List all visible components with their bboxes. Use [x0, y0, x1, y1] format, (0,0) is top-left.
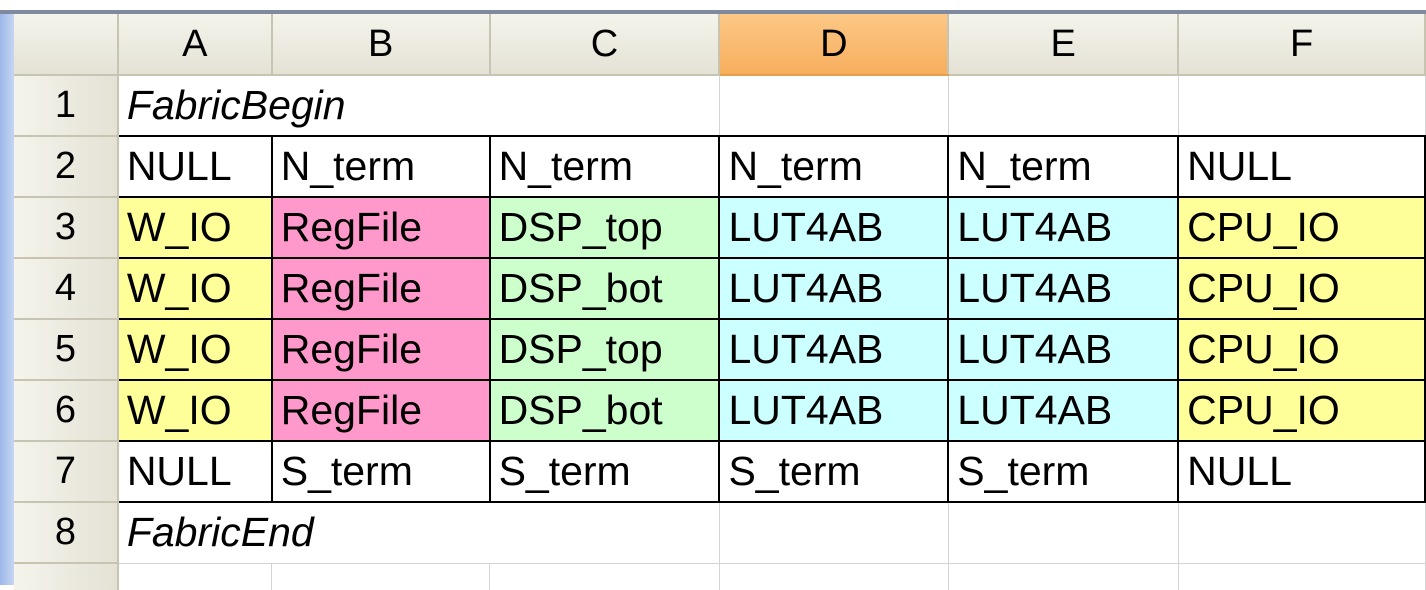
cell[interactable]: LUT4AB	[947, 196, 1180, 259]
cell[interactable]	[719, 502, 949, 564]
column-header-d[interactable]: D	[719, 14, 950, 76]
select-all-corner[interactable]	[14, 14, 119, 76]
cell[interactable]: W_IO	[116, 257, 273, 320]
cell[interactable]: LUT4AB	[947, 257, 1180, 320]
row-header-5[interactable]: 5	[14, 319, 119, 381]
cell[interactable]: N_term	[947, 135, 1180, 198]
cell[interactable]: CPU_IO	[1177, 379, 1426, 442]
column-header-f[interactable]: F	[1178, 14, 1426, 76]
table-row: 1 FabricBegin	[14, 75, 1426, 137]
cell[interactable]: DSP_bot	[488, 379, 721, 442]
row-header-8[interactable]: 8	[14, 502, 119, 564]
column-header-a[interactable]: A	[117, 14, 273, 76]
cell[interactable]	[1178, 563, 1426, 590]
cell[interactable]: CPU_IO	[1177, 196, 1426, 259]
cell[interactable]	[1178, 75, 1426, 137]
table-row: 2 NULL N_term N_term N_term N_term NULL	[14, 135, 1426, 198]
cell[interactable]: LUT4AB	[718, 196, 950, 259]
cell[interactable]: CPU_IO	[1177, 318, 1426, 381]
table-row: 6 W_IO RegFile DSP_bot LUT4AB LUT4AB CPU_IO	[14, 379, 1426, 442]
cell[interactable]: FabricEnd	[117, 502, 720, 564]
cell[interactable]: S_term	[488, 440, 721, 503]
cell[interactable]: LUT4AB	[718, 257, 950, 320]
cell[interactable]	[489, 563, 720, 590]
cell[interactable]	[719, 563, 949, 590]
window-frame-left	[0, 14, 14, 585]
row-header-2[interactable]: 2	[14, 136, 119, 198]
cell[interactable]: N_term	[718, 135, 950, 198]
table-row: 4 W_IO RegFile DSP_bot LUT4AB LUT4AB CPU_IO	[14, 257, 1426, 320]
cell[interactable]: NULL	[116, 440, 273, 503]
cell[interactable]: LUT4AB	[947, 318, 1180, 381]
cell[interactable]: LUT4AB	[947, 379, 1180, 442]
cell[interactable]: RegFile	[270, 318, 491, 381]
cell[interactable]	[117, 563, 273, 590]
cell[interactable]: RegFile	[270, 379, 491, 442]
row-header-9[interactable]	[14, 563, 119, 590]
row-header-4[interactable]: 4	[14, 258, 119, 320]
row-header-1[interactable]: 1	[14, 75, 119, 137]
cell[interactable]: S_term	[947, 440, 1180, 503]
table-row: 5 W_IO RegFile DSP_top LUT4AB LUT4AB CPU_IO	[14, 318, 1426, 381]
cell[interactable]: FabricBegin	[117, 75, 720, 137]
column-header-b[interactable]: B	[271, 14, 491, 76]
cell[interactable]: N_term	[488, 135, 721, 198]
table-row: 7 NULL S_term S_term S_term S_term NULL	[14, 440, 1426, 503]
cell[interactable]: N_term	[270, 135, 491, 198]
table-row	[14, 563, 1426, 590]
cell[interactable]: NULL	[1177, 135, 1426, 198]
cell[interactable]	[719, 75, 949, 137]
cell[interactable]: RegFile	[270, 196, 491, 259]
cell[interactable]: DSP_bot	[488, 257, 721, 320]
cell[interactable]: W_IO	[116, 318, 273, 381]
cell[interactable]	[948, 75, 1179, 137]
cell[interactable]: S_term	[270, 440, 491, 503]
row-header-7[interactable]: 7	[14, 441, 119, 503]
cell[interactable]	[271, 563, 491, 590]
cell[interactable]	[948, 502, 1179, 564]
cell[interactable]: NULL	[1177, 440, 1426, 503]
cell[interactable]: W_IO	[116, 196, 273, 259]
cell[interactable]: DSP_top	[488, 318, 721, 381]
cell[interactable]: LUT4AB	[718, 318, 950, 381]
cell[interactable]: LUT4AB	[718, 379, 950, 442]
cell[interactable]	[1178, 502, 1426, 564]
column-header-c[interactable]: C	[489, 14, 721, 76]
cell[interactable]: NULL	[116, 135, 273, 198]
table-row: 3 W_IO RegFile DSP_top LUT4AB LUT4AB CPU_IO	[14, 196, 1426, 259]
cell[interactable]: S_term	[718, 440, 950, 503]
cell[interactable]: RegFile	[270, 257, 491, 320]
row-header-6[interactable]: 6	[14, 380, 119, 442]
cell[interactable]: CPU_IO	[1177, 257, 1426, 320]
column-header-e[interactable]: E	[948, 14, 1180, 76]
row-header-3[interactable]: 3	[14, 197, 119, 259]
cell[interactable]	[948, 563, 1179, 590]
cell[interactable]: DSP_top	[488, 196, 721, 259]
table-row: 8 FabricEnd	[14, 502, 1426, 564]
cell[interactable]: W_IO	[116, 379, 273, 442]
grid-body: 1 FabricBegin 2 NULL N_term N_term N_term N_ter…	[14, 75, 1426, 590]
window-frame-top	[0, 0, 1426, 14]
